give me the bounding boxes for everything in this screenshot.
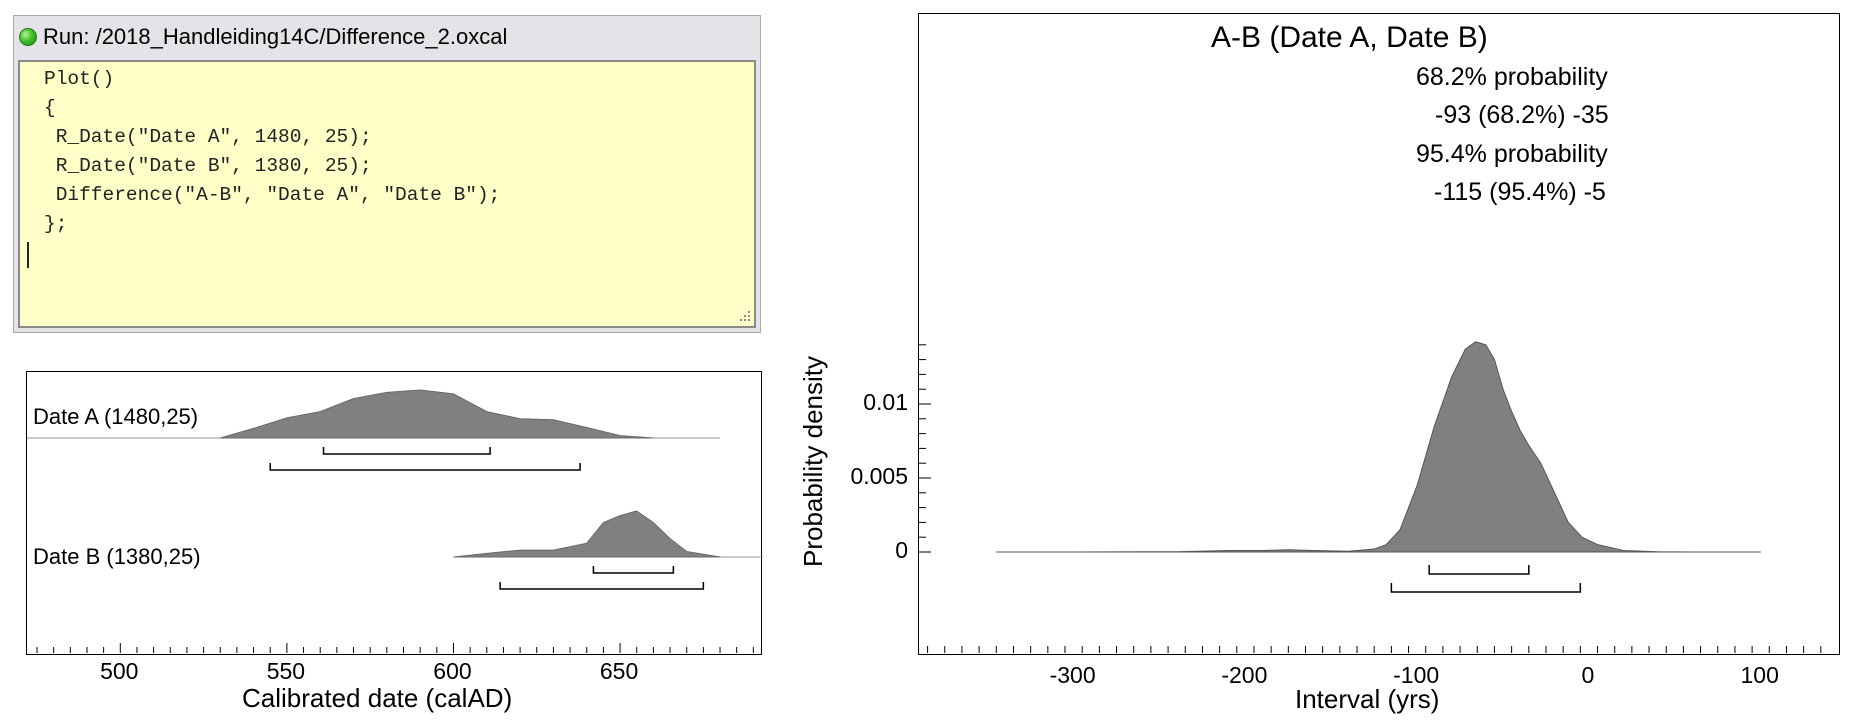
difference-distribution-area [996, 341, 1761, 553]
x-tick-label: 650 [599, 658, 639, 684]
range-68-bracket [592, 566, 675, 574]
series-label-date-b: Date B (1380,25) [33, 544, 201, 569]
difference-plot [918, 13, 1840, 655]
range-68-bracket [322, 447, 491, 455]
run-window: Run: /2018_Handleiding14C/Difference_2.o… [13, 15, 761, 333]
x-tick-label: 0 [1581, 662, 1595, 688]
distribution-area [220, 389, 654, 439]
x-axis-title-interval: Interval (yrs) [1295, 684, 1440, 714]
annotation-68-heading: 68.2% probability [1416, 63, 1608, 91]
y-axis-title: Probability density [798, 356, 828, 567]
calibration-plot-svg [27, 389, 764, 653]
code-editor[interactable]: Plot() { R_Date("Date A", 1480, 25); R_D… [18, 60, 756, 328]
y-tick-label: 0.01 [863, 389, 908, 415]
distribution-area [453, 510, 721, 558]
annotation-95-range: -115 (95.4%) -5 [1434, 178, 1606, 206]
series-label-date-a: Date A (1480,25) [33, 404, 199, 429]
run-window-title: Run: /2018_Handleiding14C/Difference_2.o… [43, 24, 508, 49]
code-line[interactable]: R_Date("Date A", 1480, 25); [44, 126, 372, 148]
annotation-68-range: -93 (68.2%) -35 [1435, 101, 1609, 129]
annotation-95-heading: 95.4% probability [1416, 140, 1608, 168]
calibration-multiplot: Date A (1480,25) Date B (1380,25) [26, 371, 764, 655]
y-tick-label: 0.005 [850, 463, 908, 489]
x-tick-label: -100 [1393, 662, 1440, 688]
x-tick-label: -200 [1221, 662, 1268, 688]
x-tick-label: 550 [266, 658, 306, 684]
chart-title: A-B (Date A, Date B) [1211, 21, 1488, 54]
code-line[interactable]: }; [44, 213, 68, 235]
status-dot-icon[interactable] [19, 28, 37, 46]
x-tick-label: 500 [100, 658, 139, 684]
resize-grip-icon[interactable] [737, 309, 751, 323]
text-caret [27, 242, 29, 268]
code-line[interactable]: Plot() [44, 68, 115, 90]
range-95-bracket [1390, 583, 1582, 593]
difference-plot-svg [919, 341, 1822, 653]
range-95-bracket [269, 463, 581, 471]
code-line[interactable]: { [44, 97, 56, 119]
x-axis-title-calibrated: Calibrated date (calAD) [242, 683, 513, 713]
range-68-bracket [1428, 565, 1530, 575]
code-line[interactable]: Difference("A-B", "Date A", "Date B"); [44, 184, 501, 206]
range-95-bracket [499, 582, 705, 590]
run-window-titlebar: Run: /2018_Handleiding14C/Difference_2.o… [14, 16, 760, 58]
x-tick-label: 100 [1740, 662, 1779, 688]
x-tick-label: -300 [1049, 662, 1096, 688]
x-tick-label: 600 [433, 658, 472, 684]
code-line[interactable]: R_Date("Date B", 1380, 25); [44, 155, 372, 177]
y-tick-label: 0 [895, 537, 908, 563]
